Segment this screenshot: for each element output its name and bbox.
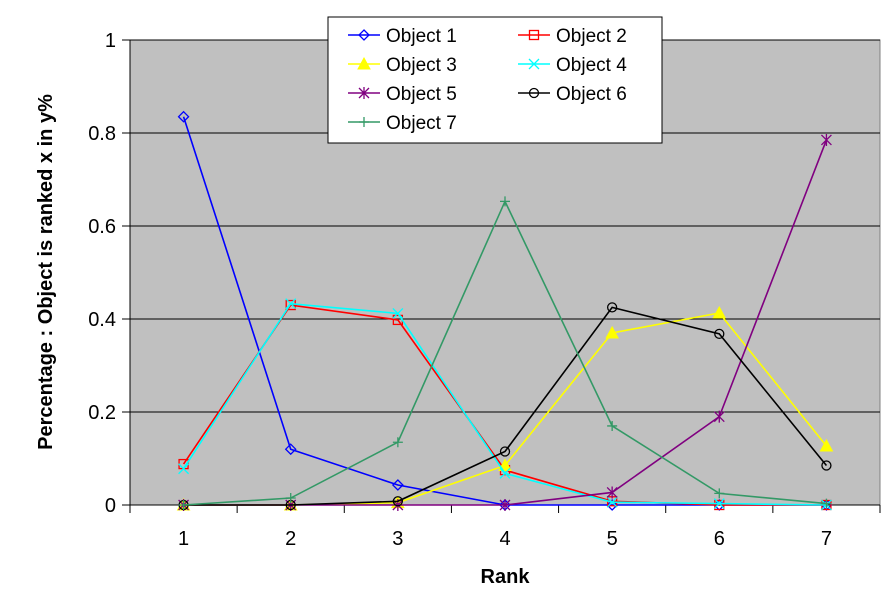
data-point <box>820 133 832 146</box>
legend: Object 1 Object 2 Object 3 Object 4 Object 5… <box>327 16 663 144</box>
y-tick-label: 0 <box>105 495 116 517</box>
y-tick-label: 1 <box>105 30 116 52</box>
data-point <box>606 496 618 508</box>
series-4 <box>178 298 832 511</box>
data-point <box>713 498 725 510</box>
data-point <box>606 499 619 511</box>
y-tick-label: 0.6 <box>88 216 116 238</box>
data-point <box>177 110 190 123</box>
data-point <box>606 302 618 313</box>
data-point <box>285 493 296 504</box>
legend-label: Object 6 <box>556 84 627 105</box>
data-point <box>607 420 618 431</box>
y-axis-title: Percentage : Object is ranked x in y% <box>35 94 57 450</box>
legend-marker <box>358 29 370 41</box>
x-axis-title: Rank <box>481 566 531 588</box>
legend-item: Object 2 <box>518 26 627 47</box>
data-point <box>392 437 403 448</box>
data-point <box>499 446 511 457</box>
data-point <box>819 438 834 452</box>
legend-item: Object 3 <box>348 55 457 76</box>
legend-label: Object 1 <box>386 26 457 47</box>
data-point <box>178 463 190 475</box>
legend-label: Object 3 <box>386 55 457 76</box>
data-point <box>285 298 297 310</box>
legend-item: Object 5 <box>348 84 457 105</box>
data-point <box>714 328 725 340</box>
series-7 <box>178 196 832 510</box>
data-point <box>392 496 404 507</box>
x-tick-label: 2 <box>285 528 296 550</box>
legend-box <box>327 16 663 144</box>
data-point <box>606 486 618 499</box>
data-point <box>713 410 725 423</box>
data-point <box>499 467 511 479</box>
data-point <box>821 460 832 471</box>
y-tick-label: 0.8 <box>88 123 116 145</box>
legend-marker <box>528 87 540 99</box>
data-point <box>500 196 510 207</box>
legend-label: Object 7 <box>386 113 457 134</box>
series-layer <box>176 110 834 511</box>
legend-label: Object 4 <box>556 55 627 76</box>
data-point <box>392 307 404 319</box>
legend-item: Object 7 <box>348 113 457 134</box>
data-point <box>499 499 511 511</box>
y-tick-label: 0.4 <box>88 309 116 331</box>
legend-marker <box>528 29 540 41</box>
legend-marker <box>359 117 369 127</box>
data-point <box>178 500 189 510</box>
x-tick-label: 1 <box>178 528 189 550</box>
series-line <box>183 306 828 506</box>
x-tick-label: 6 <box>714 528 725 550</box>
data-point <box>391 479 404 491</box>
data-point <box>712 305 727 319</box>
data-point <box>821 498 832 509</box>
y-tick-label: 0.2 <box>88 402 116 424</box>
data-point <box>714 488 725 499</box>
legend-label: Object 5 <box>386 84 457 105</box>
legend-marker <box>357 56 371 70</box>
legend-marker <box>528 58 540 70</box>
data-point <box>605 325 619 339</box>
legend-item: Object 1 <box>348 26 457 47</box>
data-point <box>714 499 725 511</box>
legend-item: Object 6 <box>518 84 627 105</box>
legend-marker <box>358 87 370 99</box>
x-tick-label: 3 <box>392 528 403 550</box>
x-tick-label: 4 <box>499 528 510 550</box>
x-tick-label: 5 <box>607 528 618 550</box>
data-point <box>284 443 297 456</box>
legend-label: Object 2 <box>556 26 627 47</box>
legend-item: Object 4 <box>518 55 627 76</box>
x-tick-label: 7 <box>821 528 832 550</box>
data-point <box>285 299 296 311</box>
